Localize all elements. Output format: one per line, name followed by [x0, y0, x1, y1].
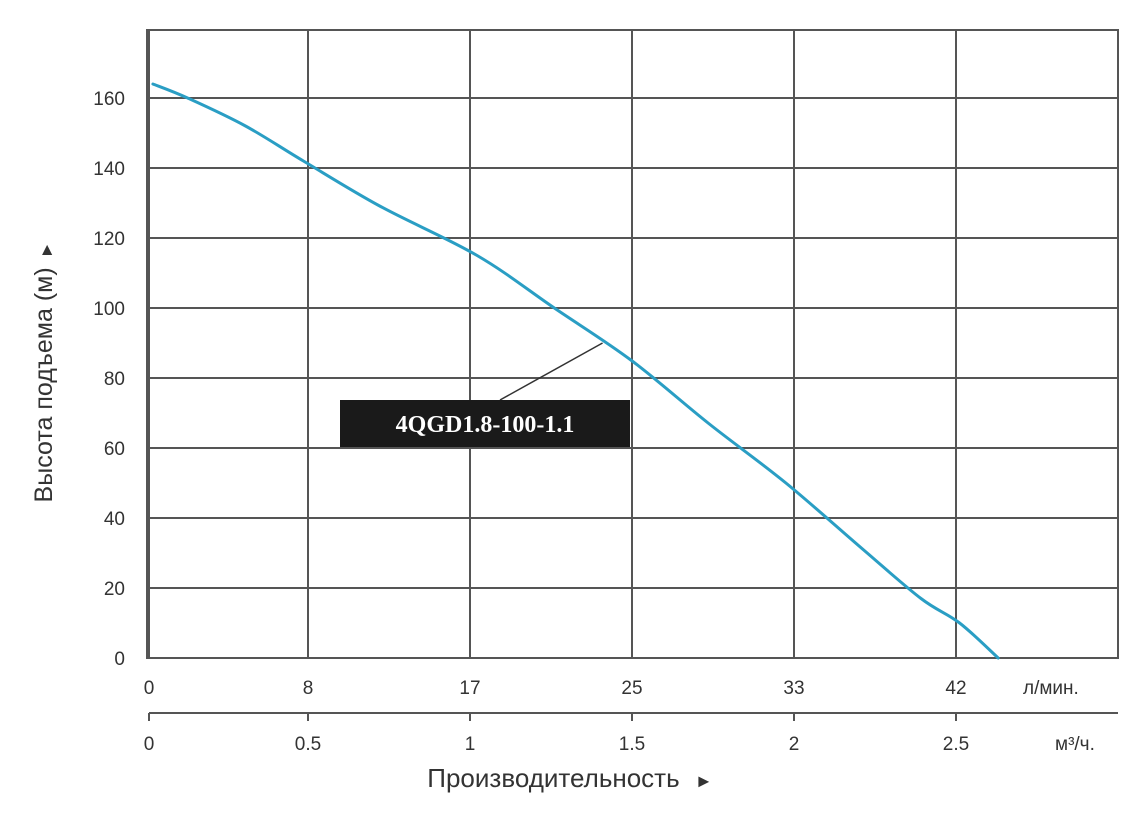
x-tick-label: 25 — [621, 678, 642, 699]
secondary-x-tick-labels: 0 0.5 1 1.5 2 2.5 — [144, 713, 969, 755]
x-unit-label: л/мин. — [1023, 678, 1079, 699]
grid-layer — [147, 30, 1118, 659]
y-axis-title-text: Высота подъема (м) — [30, 267, 58, 502]
annotation-label: 4QGD1.8-100-1.1 — [396, 412, 575, 438]
y-tick-label: 20 — [104, 579, 125, 600]
secondary-x-tick-label: 1.5 — [619, 734, 645, 755]
y-tick-label: 0 — [114, 649, 125, 670]
x-axis-title-arrow: ► — [695, 771, 713, 791]
y-tick-label: 140 — [93, 159, 125, 180]
secondary-x-unit-label: м³/ч. — [1055, 734, 1095, 755]
annotation-leader-line — [499, 342, 603, 401]
x-tick-label: 8 — [303, 678, 314, 699]
secondary-x-tick-label: 2.5 — [943, 734, 969, 755]
y-tick-label: 40 — [104, 509, 125, 530]
plot-frame — [146, 29, 1119, 659]
secondary-x-tick-label: 1 — [465, 734, 476, 755]
y-tick-label: 100 — [93, 299, 125, 320]
x-tick-label: 0 — [144, 678, 155, 699]
secondary-x-tick-label: 2 — [789, 734, 800, 755]
x-tick-labels: 0 8 17 25 33 42 — [144, 678, 967, 699]
x-axis-title: Производительность ► — [427, 763, 712, 793]
x-tick-label: 42 — [945, 678, 966, 699]
y-tick-labels: 0 20 40 60 80 100 120 140 160 — [93, 89, 125, 670]
y-tick-label: 80 — [104, 369, 125, 390]
y-tick-label: 60 — [104, 439, 125, 460]
series-line-4qgd — [151, 82, 1000, 660]
x-axis-title-text: Производительность — [427, 763, 679, 793]
annotation-box — [340, 400, 630, 447]
secondary-x-tick-label: 0.5 — [295, 734, 321, 755]
y-tick-label: 120 — [93, 229, 125, 250]
y-axis-title: Высота подъема (м) ► — [30, 242, 58, 503]
y-tick-label: 160 — [93, 89, 125, 110]
svg-text:Высота подъема (м) ►: Высота подъема (м) ► — [30, 242, 58, 503]
y-axis-title-arrow: ► — [37, 242, 56, 259]
secondary-x-tick-label: 0 — [144, 734, 155, 755]
x-tick-label: 17 — [459, 678, 480, 699]
x-tick-label: 33 — [783, 678, 804, 699]
